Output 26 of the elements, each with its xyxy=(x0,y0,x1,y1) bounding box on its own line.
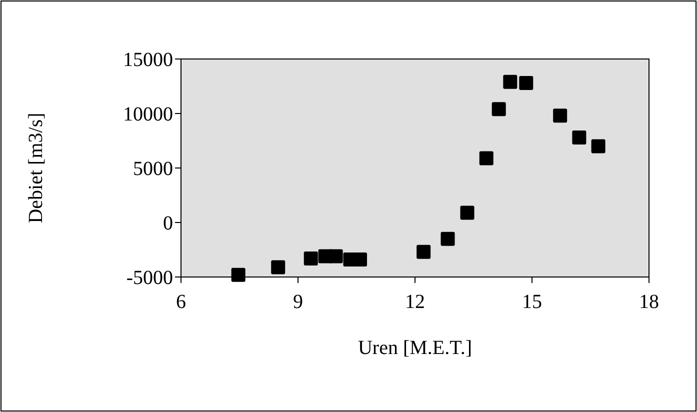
point xyxy=(591,139,606,154)
point xyxy=(304,251,318,266)
y-tick-label: -5000 xyxy=(126,267,173,289)
point xyxy=(519,76,534,90)
point xyxy=(440,232,455,246)
point xyxy=(416,244,431,259)
point xyxy=(479,151,494,166)
point xyxy=(572,130,586,144)
point xyxy=(460,206,474,220)
y-axis-title: Debiet [m3/s] xyxy=(25,112,47,224)
point xyxy=(503,74,518,89)
point xyxy=(492,102,506,116)
x-tick-label: 9 xyxy=(293,291,303,313)
x-tick-label: 6 xyxy=(176,291,186,313)
x-tick-label: 18 xyxy=(639,291,659,313)
x-tick-label: 12 xyxy=(405,291,425,313)
y-tick-label: 10000 xyxy=(123,104,173,126)
point xyxy=(553,108,568,123)
y-tick-label: 5000 xyxy=(133,158,173,180)
x-tick-label: 15 xyxy=(522,291,542,313)
point xyxy=(271,260,286,274)
y-tick-label: 15000 xyxy=(123,49,173,71)
point xyxy=(231,268,246,282)
y-tick-label: 0 xyxy=(163,212,173,234)
x-axis-title: Uren [M.E.T.] xyxy=(358,337,472,359)
point xyxy=(328,249,343,264)
